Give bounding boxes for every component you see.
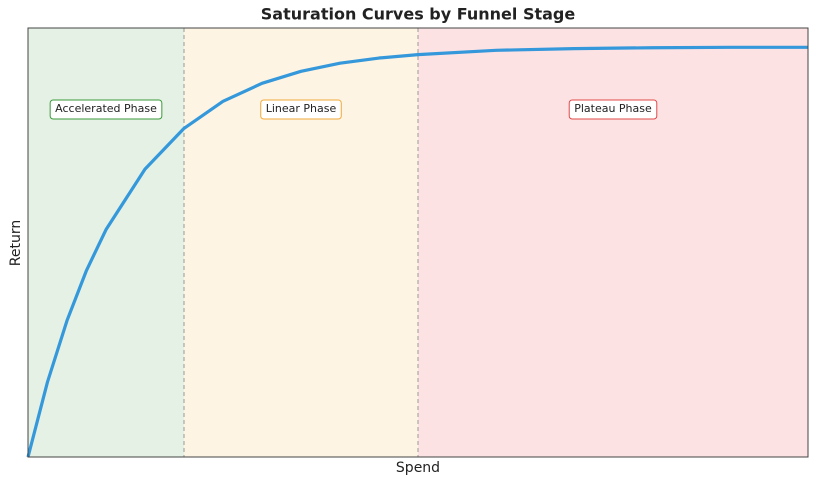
phase-label: Linear Phase — [266, 102, 337, 115]
phase-label-box — [260, 99, 342, 120]
plot-frame — [27, 27, 809, 458]
phase-region — [28, 28, 184, 457]
phase-region — [184, 28, 418, 457]
chart-title: Saturation Curves by Funnel Stage — [261, 5, 576, 24]
phase-label-box — [49, 99, 163, 120]
phase-region — [418, 28, 808, 457]
x-axis-label: Spend — [396, 460, 440, 476]
phase-label-box — [568, 99, 658, 120]
phase-label: Accelerated Phase — [55, 102, 157, 115]
phase-label: Plateau Phase — [574, 102, 652, 115]
saturation-curve — [26, 45, 808, 458]
y-axis-label: Return — [8, 220, 24, 266]
